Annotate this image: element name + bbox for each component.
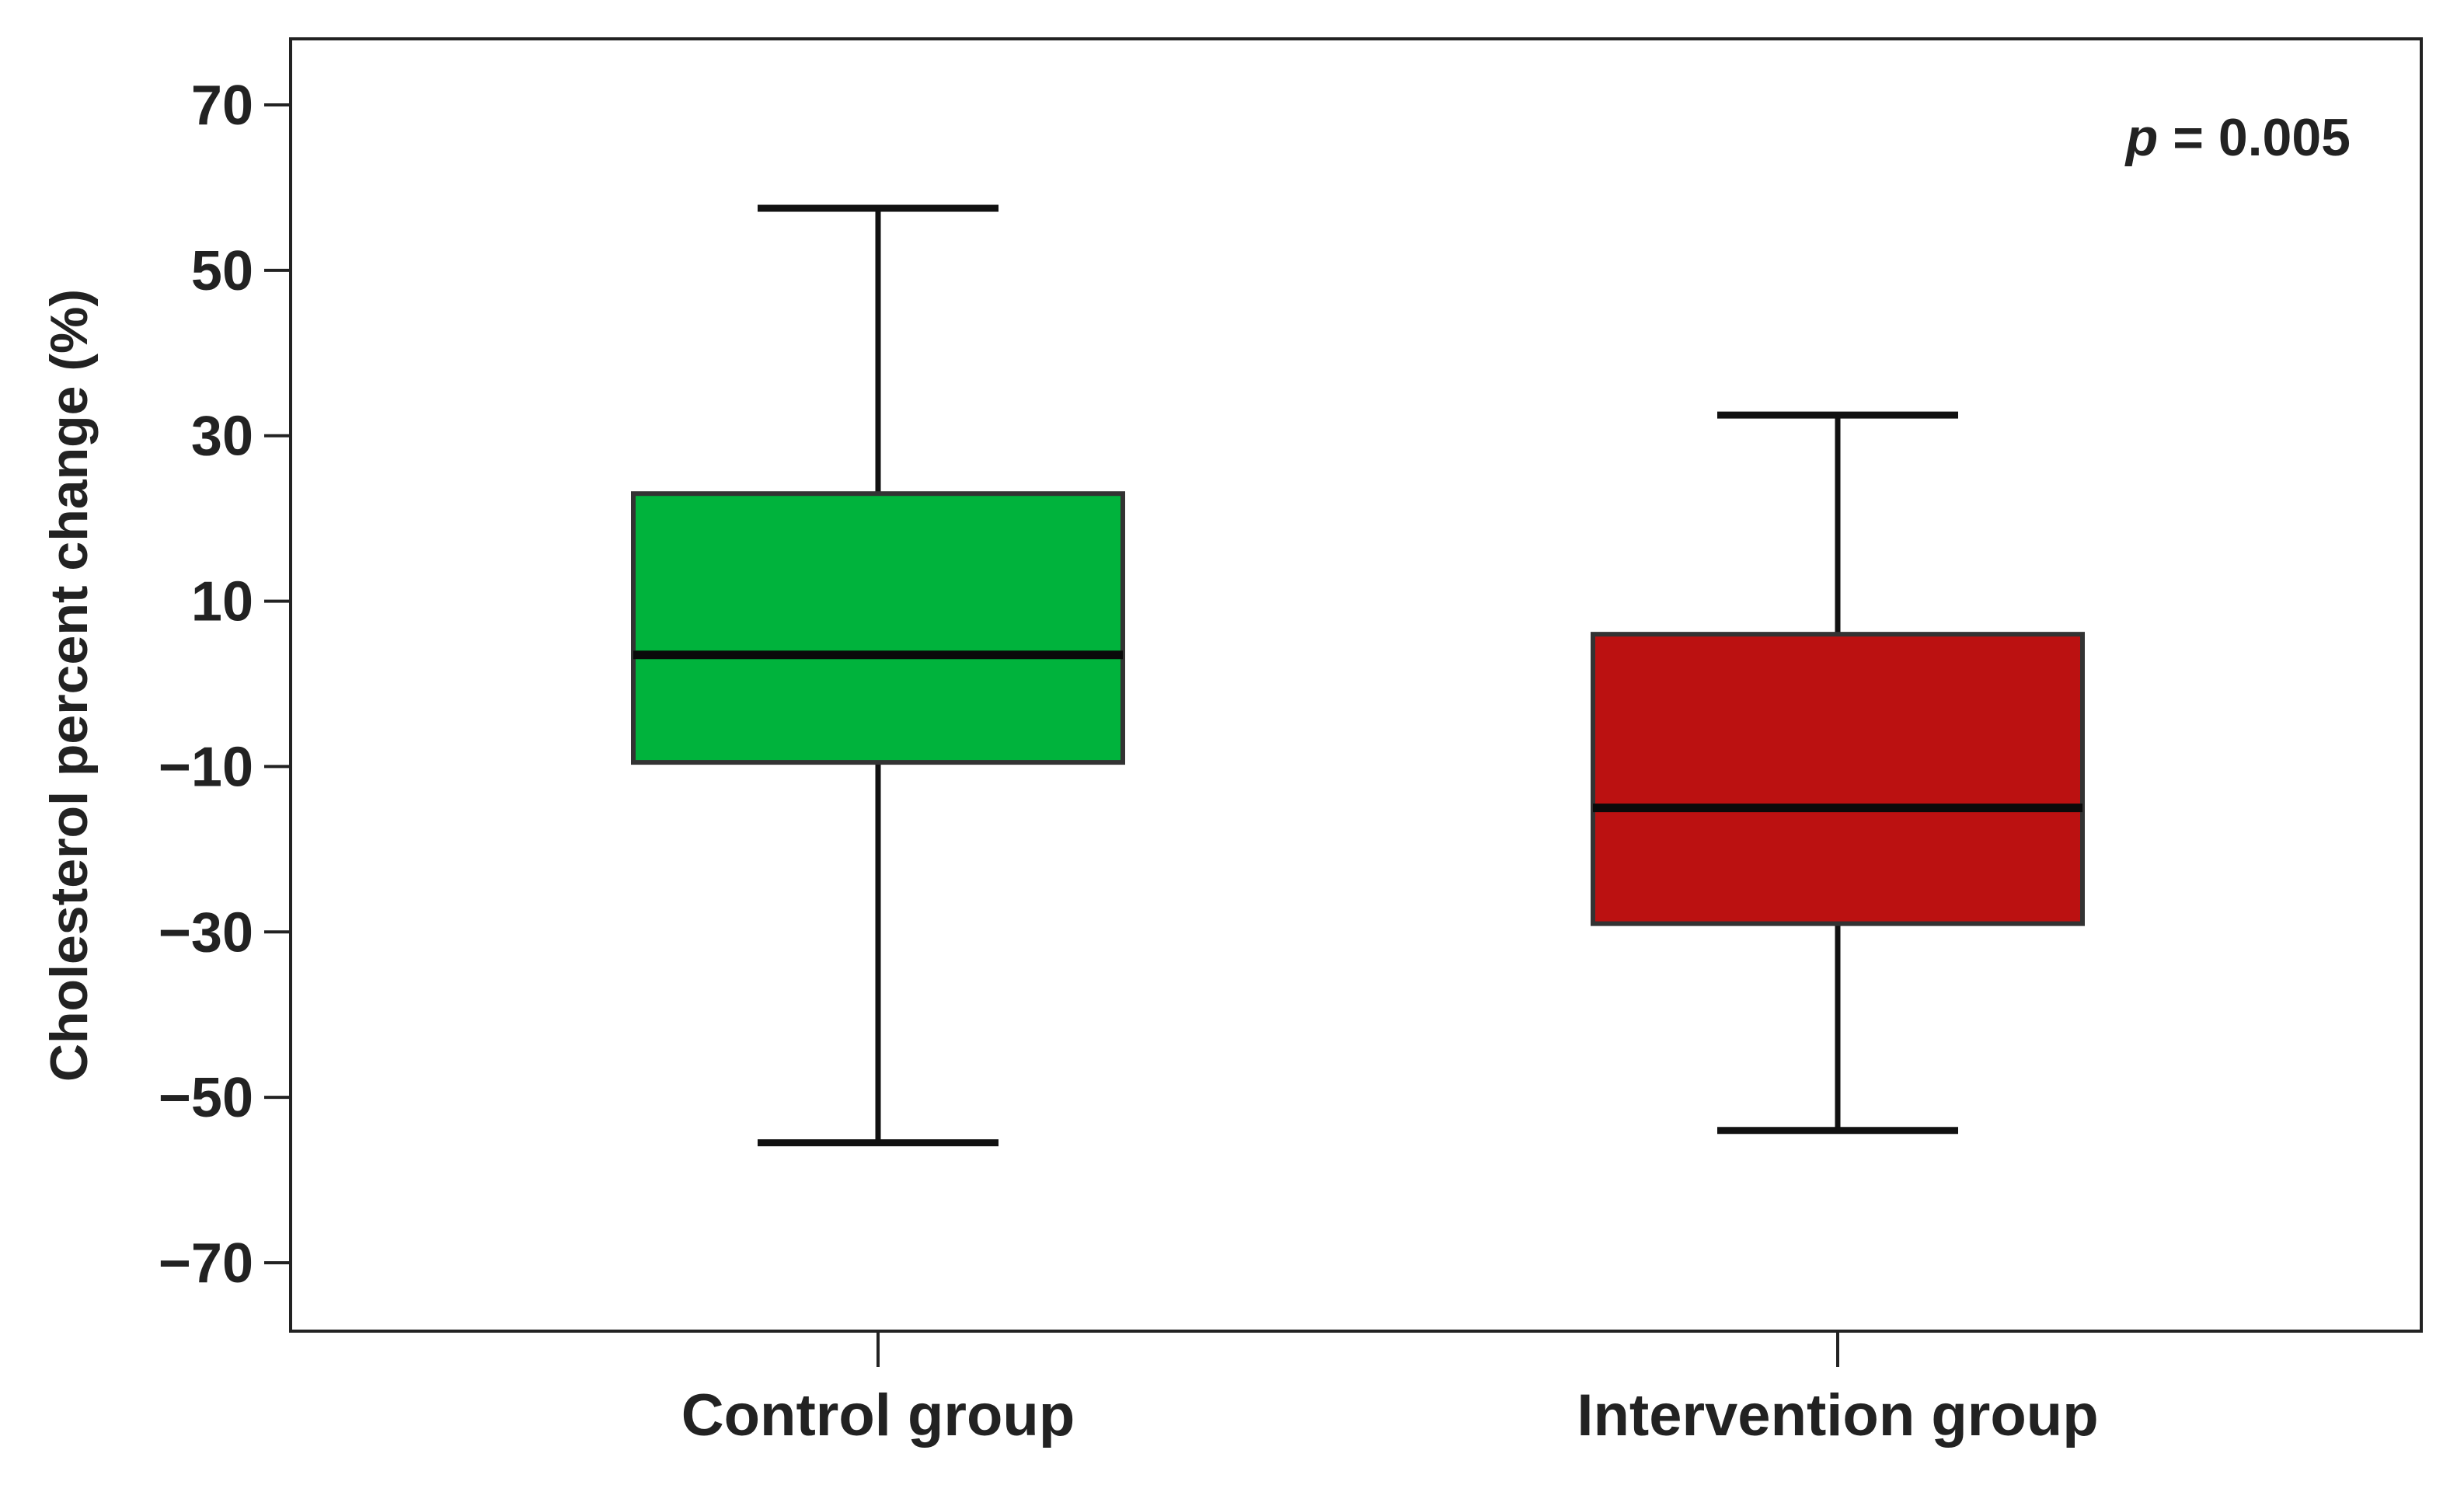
y-tick-label: −50 [159,1067,253,1129]
box-intervention-group [1591,411,2085,1135]
plot-frame [289,37,2423,1333]
boxes [631,204,2085,1147]
x-axis: Control group Intervention group [681,1331,2099,1448]
y-tick-label: −30 [159,901,253,964]
x-tick-label: Intervention group [1577,1382,2098,1448]
y-axis-title: Cholesterol percent change (%) [40,289,99,1082]
y-axis: 70 50 30 10 −10 −30 −50 −70 [159,75,291,1295]
box-control-group [631,204,1125,1147]
p-value-text: = 0.005 [2158,108,2351,167]
iqr-box [631,491,1125,765]
p-value-annotation: p = 0.005 [2124,108,2351,167]
y-tick-label: −70 [159,1232,253,1295]
y-tick-label: 70 [191,75,253,137]
x-tick-label: Control group [681,1382,1075,1448]
y-tick-label: 50 [191,240,253,302]
iqr-box [1591,632,2085,926]
y-tick-label: 10 [191,571,253,633]
y-tick-label: −10 [159,736,253,798]
y-tick-label: 30 [191,406,253,468]
p-value-italic: p [2124,108,2159,167]
